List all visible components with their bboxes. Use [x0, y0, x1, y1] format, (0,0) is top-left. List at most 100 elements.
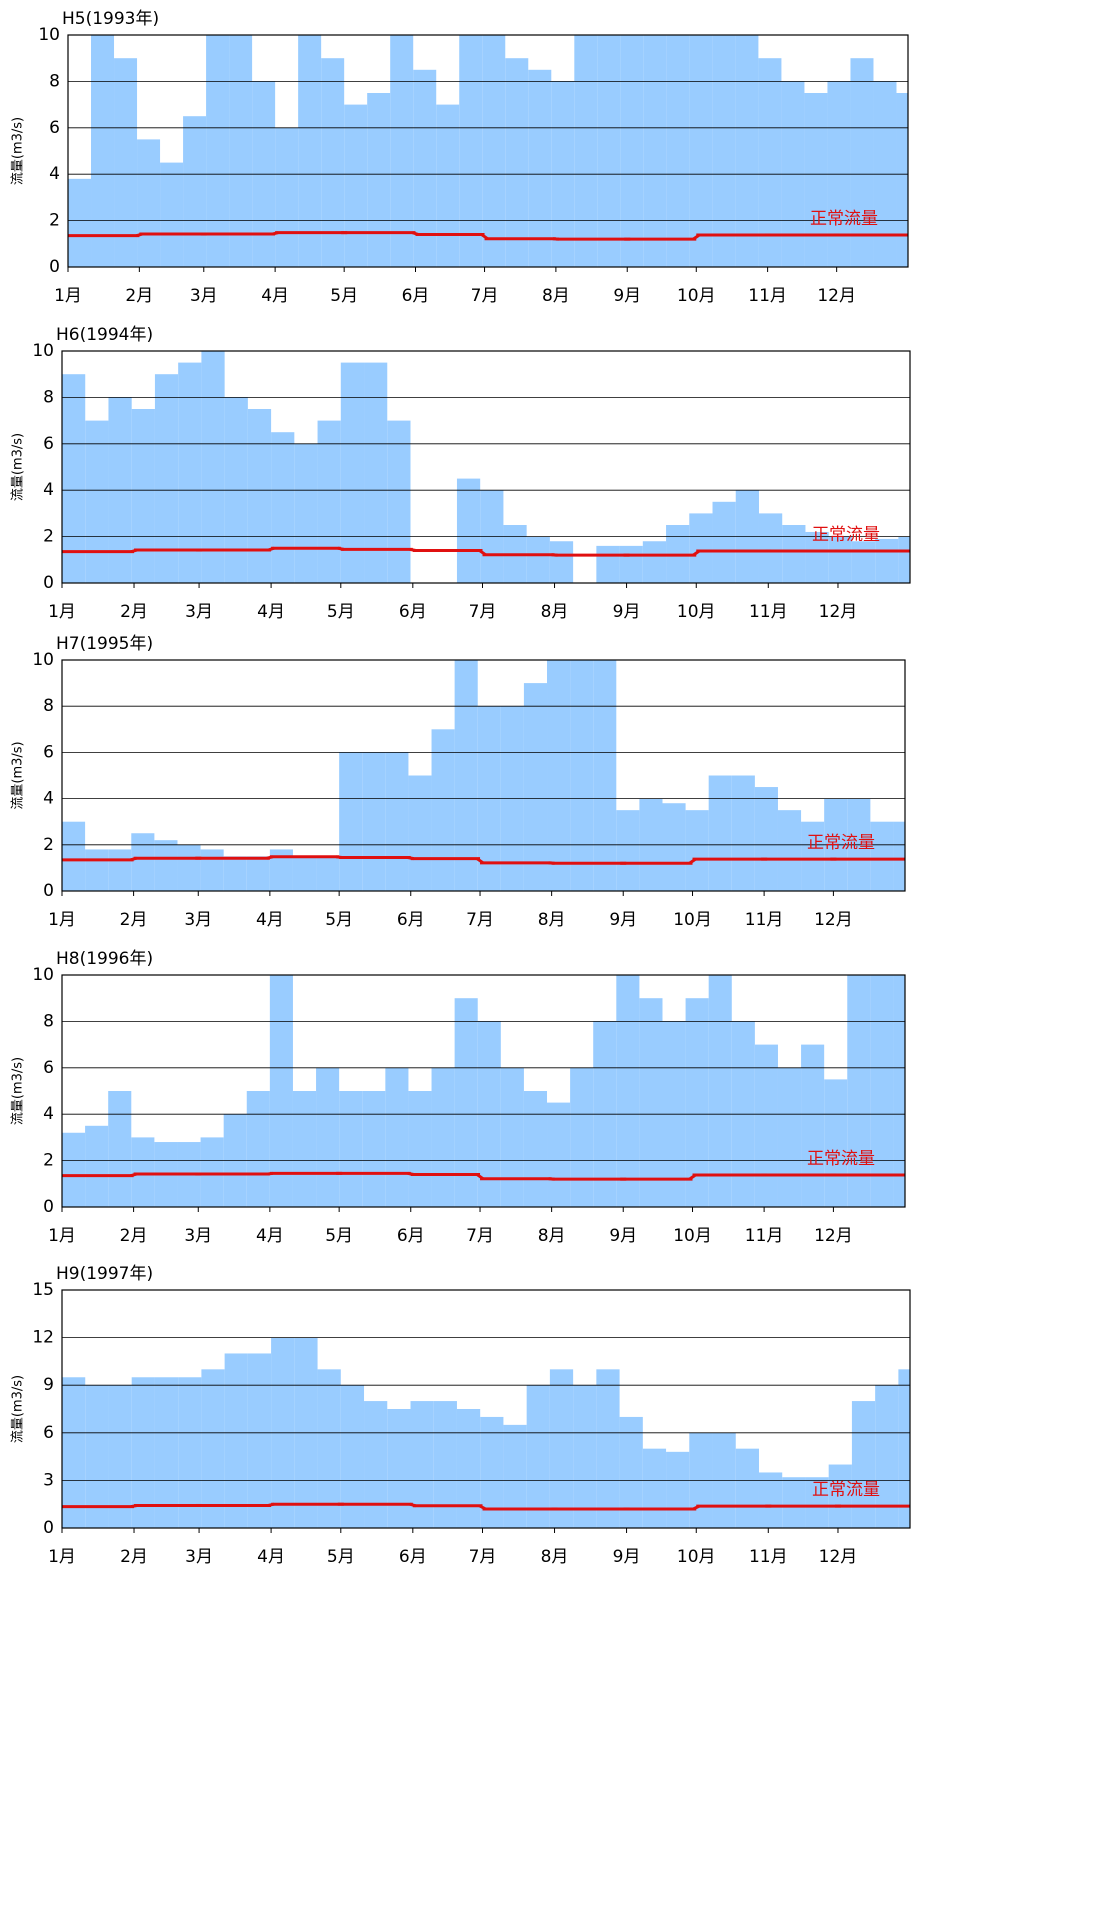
plot-frame: [61, 1289, 911, 1529]
bar: [367, 93, 391, 267]
bar: [685, 810, 709, 891]
normal-flow-step: [692, 1504, 700, 1511]
bar: [390, 35, 414, 267]
bar: [68, 178, 92, 267]
bar: [294, 443, 318, 583]
bar: [456, 478, 481, 583]
bar: [85, 1385, 109, 1528]
y-tick-label: 10: [32, 341, 54, 361]
x-tick-label: 8月: [541, 1547, 569, 1567]
y-tick-label: 3: [43, 1470, 54, 1490]
bar: [269, 975, 293, 1207]
bar: [754, 1044, 778, 1207]
x-tick-label: 5月: [325, 910, 353, 930]
y-tick-label: 4: [43, 1104, 54, 1124]
bar: [385, 1067, 409, 1207]
bar: [847, 975, 871, 1207]
normal-flow-step: [476, 1173, 484, 1180]
bar: [804, 93, 828, 267]
bar: [408, 775, 432, 891]
bar: [480, 1416, 504, 1528]
bar: [526, 536, 550, 583]
normal-flow-step: [480, 233, 489, 240]
x-tick-label: 7月: [466, 910, 494, 930]
x-tick-label: 9月: [609, 1226, 637, 1246]
normal-flow-step: [130, 1172, 137, 1178]
bar: [712, 35, 736, 267]
normal-flow-step: [692, 549, 701, 557]
bar: [870, 975, 894, 1207]
bar: [597, 35, 621, 267]
x-tick-label: 5月: [325, 1226, 353, 1246]
x-tick-label: 7月: [469, 602, 497, 622]
bar: [200, 1137, 224, 1207]
x-tick-label: 10月: [677, 286, 716, 306]
bar: [154, 840, 178, 891]
bar: [620, 35, 644, 267]
bar: [436, 104, 460, 267]
x-tick-label: 1月: [48, 602, 76, 622]
y-tick-label: 0: [43, 1518, 54, 1538]
x-tick-label: 11月: [745, 1226, 784, 1246]
bar: [154, 1377, 179, 1528]
y-tick-label: 6: [43, 742, 54, 762]
bar: [596, 1369, 620, 1528]
bar: [317, 1369, 341, 1528]
x-tick-label: 5月: [327, 1547, 355, 1567]
x-tick-label: 3月: [190, 286, 218, 306]
plot-frame: [61, 659, 906, 892]
plot-frame: [61, 974, 906, 1208]
bar: [893, 821, 905, 891]
bar: [549, 1369, 574, 1528]
bar: [782, 1477, 806, 1528]
normal-flow-step: [476, 857, 484, 865]
bar: [362, 752, 386, 891]
bar: [712, 501, 736, 583]
bar: [689, 35, 713, 267]
bar: [851, 541, 876, 583]
x-tick-label: 10月: [673, 910, 712, 930]
bar: [574, 35, 598, 267]
x-tick-label: 1月: [48, 1226, 76, 1246]
x-tick-label: 9月: [613, 602, 641, 622]
bar: [619, 1416, 643, 1528]
normal-flow-step: [266, 1171, 274, 1176]
bar: [269, 849, 293, 891]
bar: [201, 351, 225, 583]
bar: [229, 35, 253, 267]
bar: [596, 545, 620, 583]
x-tick-label: 7月: [466, 1226, 494, 1246]
bar: [62, 1377, 86, 1528]
x-tick-label: 8月: [542, 286, 570, 306]
bar: [685, 998, 709, 1207]
bar: [292, 856, 317, 891]
bar: [178, 362, 202, 583]
bar: [108, 1091, 132, 1207]
bar: [500, 1067, 524, 1207]
bar: [735, 35, 759, 267]
bar: [131, 1137, 155, 1207]
x-tick-label: 4月: [256, 1226, 284, 1246]
normal-flow-step: [267, 1502, 275, 1507]
x-tick-label: 6月: [402, 286, 430, 306]
bar: [875, 538, 899, 583]
bar: [523, 1091, 548, 1207]
y-tick-label: 2: [43, 835, 54, 855]
normal-flow-step: [130, 856, 137, 862]
x-tick-label: 10月: [673, 1226, 712, 1246]
normal-flow-step: [271, 231, 279, 236]
x-tick-label: 1月: [48, 1547, 76, 1567]
bar: [317, 420, 341, 583]
y-tick-label: 4: [49, 164, 60, 184]
y-axis-label: 流量(m3/s): [11, 433, 26, 501]
x-tick-label: 4月: [257, 1547, 285, 1567]
x-tick-label: 5月: [327, 602, 355, 622]
bar: [131, 409, 155, 583]
chart-title: H9(1997年): [56, 1264, 153, 1284]
y-tick-label: 10: [32, 965, 54, 985]
x-tick-label: 4月: [261, 286, 289, 306]
bar: [851, 1401, 876, 1528]
bar: [364, 362, 388, 583]
bar: [160, 162, 184, 267]
